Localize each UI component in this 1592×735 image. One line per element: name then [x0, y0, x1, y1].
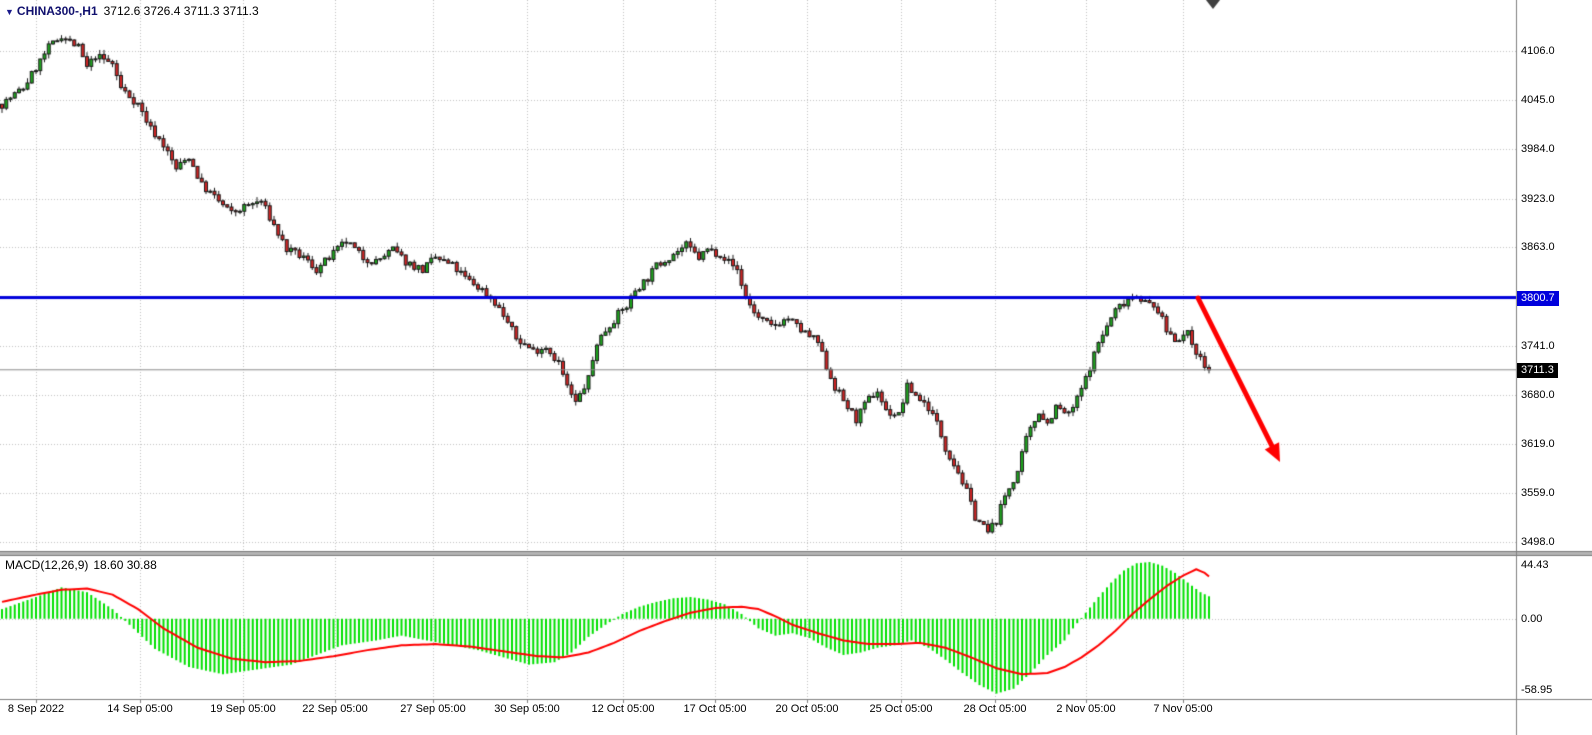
macd-axis-label: 44.43 [1521, 559, 1549, 571]
price-axis-label: 4045.0 [1521, 94, 1555, 106]
macd-axis-label: 0.00 [1521, 613, 1543, 625]
price-axis-label: 4106.0 [1521, 45, 1555, 57]
macd-axis-label: -58.95 [1521, 684, 1553, 696]
date-axis-label: 17 Oct 05:00 [683, 703, 747, 715]
ohlc-values: 3712.6 3726.4 3711.3 3711.3 [103, 4, 259, 18]
macd-indicator-label: MACD(12,26,9) 18.60 30.88 [5, 558, 157, 572]
date-axis-label: 20 Oct 05:00 [775, 703, 839, 715]
chart-header: ▼ CHINA300-,H1 3712.6 3726.4 3711.3 3711.3 [5, 4, 259, 18]
date-axis-label: 27 Sep 05:00 [400, 703, 466, 715]
macd-values: 18.60 30.88 [93, 558, 157, 572]
price-level-badge: 3800.7 [1517, 291, 1559, 306]
date-axis-label: 7 Nov 05:00 [1153, 703, 1213, 715]
date-axis-label: 28 Oct 05:00 [963, 703, 1027, 715]
date-axis-label: 8 Sep 2022 [7, 703, 65, 715]
date-axis-label: 19 Sep 05:00 [210, 703, 276, 715]
macd-name: MACD(12,26,9) [5, 558, 89, 572]
price-level-badge: 3711.3 [1517, 363, 1558, 378]
price-axis-label: 3741.0 [1521, 340, 1555, 352]
price-axis-label: 3498.0 [1521, 536, 1555, 548]
price-axis-label: 3559.0 [1521, 487, 1555, 499]
price-axis-label: 3923.0 [1521, 193, 1555, 205]
price-axis-label: 3984.0 [1521, 143, 1555, 155]
date-axis-label: 12 Oct 05:00 [591, 703, 655, 715]
symbol-timeframe-label: CHINA300-,H1 [16, 4, 98, 18]
chevron-down-icon[interactable]: ▼ [5, 7, 14, 17]
date-axis-label: 30 Sep 05:00 [494, 703, 560, 715]
date-axis-label: 2 Nov 05:00 [1056, 703, 1116, 715]
date-axis-label: 14 Sep 05:00 [107, 703, 173, 715]
date-axis-label: 22 Sep 05:00 [302, 703, 368, 715]
price-axis-label: 3680.0 [1521, 389, 1555, 401]
price-axis-label: 3619.0 [1521, 438, 1555, 450]
price-axis-label: 3863.0 [1521, 241, 1555, 253]
date-axis-label: 25 Oct 05:00 [869, 703, 933, 715]
